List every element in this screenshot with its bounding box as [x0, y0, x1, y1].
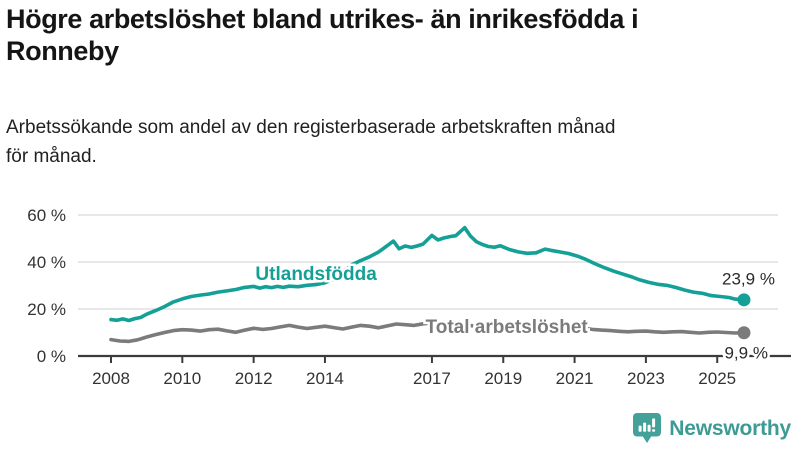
x-axis-label: 2014 — [306, 369, 344, 388]
y-axis-label: 40 % — [27, 253, 66, 272]
series-label-utlandsfodda: Utlandsfödda — [255, 264, 377, 285]
x-axis-label: 2012 — [235, 369, 273, 388]
page-title: Högre arbetslöshet bland utrikes- än inr… — [6, 4, 796, 67]
y-axis-label: 60 % — [27, 206, 66, 225]
subtitle-line-2: för månad. — [6, 145, 97, 167]
brand-name: Newsworthy — [669, 416, 791, 440]
series-end-dot-utlandsfodda — [737, 293, 751, 307]
title-line-1: Högre arbetslöshet bland utrikes- än inr… — [6, 4, 639, 34]
y-axis-label: 20 % — [27, 300, 66, 319]
series-line-total — [109, 321, 746, 344]
x-axis-label: 2008 — [92, 369, 130, 388]
series-end-dot-total — [737, 326, 751, 340]
end-value-label-utlandsfodda: 23,9 % — [722, 269, 775, 288]
series-line-utlandsfodda — [109, 225, 746, 323]
page-subtitle: Arbetssökande som andel av den registerb… — [6, 114, 790, 171]
end-value-label-total: 9,9 % — [724, 344, 767, 363]
y-axis-label: 0 % — [37, 347, 66, 366]
series-label-total: Total arbetslöshet — [426, 317, 589, 338]
x-axis-label: 2010 — [163, 369, 201, 388]
brand-logo: Newsworthy — [632, 412, 791, 445]
x-axis-label: 2017 — [413, 369, 451, 388]
newsworthy-chart-bubble-icon — [633, 413, 662, 443]
x-axis-label: 2025 — [698, 369, 736, 388]
subtitle-line-1: Arbetssökande som andel av den registerb… — [6, 117, 616, 138]
x-axis-label: 2021 — [556, 369, 594, 388]
x-axis-label: 2023 — [627, 369, 665, 388]
x-axis-label: 2019 — [484, 369, 522, 388]
title-line-2: Ronneby — [6, 35, 119, 66]
